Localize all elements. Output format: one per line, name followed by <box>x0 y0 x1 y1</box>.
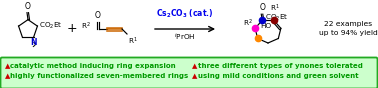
Text: R$^1$: R$^1$ <box>270 3 280 14</box>
Text: O: O <box>260 3 266 12</box>
Text: ▲: ▲ <box>192 73 197 79</box>
Text: $^i$PrOH: $^i$PrOH <box>174 32 196 43</box>
Text: R$^2$: R$^2$ <box>81 20 91 32</box>
Text: HO: HO <box>260 23 272 29</box>
FancyBboxPatch shape <box>0 57 378 88</box>
Text: O: O <box>95 11 101 20</box>
Text: CO$_2$Et: CO$_2$Et <box>39 21 63 31</box>
Text: 22 examples: 22 examples <box>324 21 372 27</box>
Text: O: O <box>25 2 31 11</box>
Text: up to 94% yield: up to 94% yield <box>319 30 377 36</box>
Text: ▲: ▲ <box>5 63 10 69</box>
Text: catalytic method inducing ring expansion: catalytic method inducing ring expansion <box>11 63 176 69</box>
Text: +: + <box>67 23 77 35</box>
Text: three different types of ynones tolerated: three different types of ynones tolerate… <box>197 63 363 69</box>
Text: R$^1$: R$^1$ <box>128 36 138 47</box>
Text: $\mathbf{Cs_2CO_3}$ (cat.): $\mathbf{Cs_2CO_3}$ (cat.) <box>156 7 214 20</box>
Text: using mild conditions and green solvent: using mild conditions and green solvent <box>197 73 358 79</box>
Text: ▲: ▲ <box>192 63 197 69</box>
Text: highly functionalized seven-membered rings: highly functionalized seven-membered rin… <box>11 73 189 79</box>
Text: N: N <box>31 38 37 47</box>
Text: R$^2$: R$^2$ <box>243 18 253 29</box>
Text: CO$_2$Et: CO$_2$Et <box>265 13 289 23</box>
Text: ▲: ▲ <box>5 73 10 79</box>
